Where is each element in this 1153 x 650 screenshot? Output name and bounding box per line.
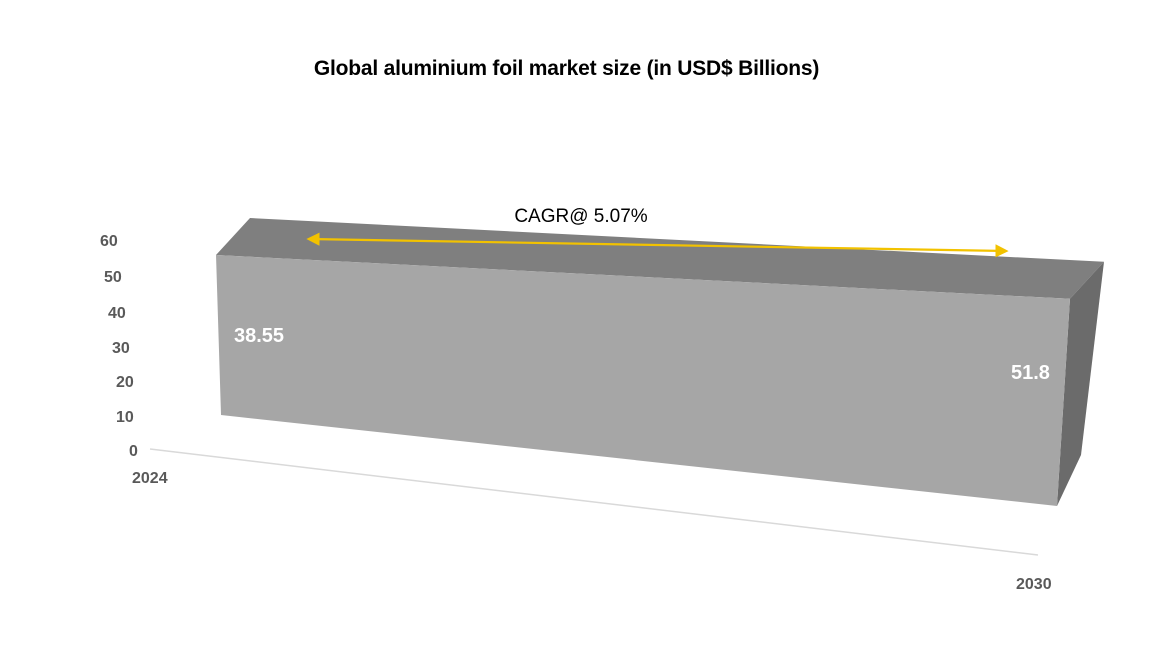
y-tick-label: 10 xyxy=(116,409,134,426)
x-axis-line xyxy=(149,448,1039,556)
area-series xyxy=(216,255,1070,506)
y-tick-label: 40 xyxy=(108,305,126,322)
y-tick-label: 30 xyxy=(112,340,130,357)
data-label: 51.8 xyxy=(1011,362,1050,384)
x-tick-label: 2024 xyxy=(132,470,168,487)
cagr-annotation: CAGR@ 5.07% xyxy=(514,206,647,227)
x-tick-label: 2030 xyxy=(1016,576,1052,593)
y-tick-label: 20 xyxy=(116,374,134,391)
y-tick-label: 0 xyxy=(129,443,138,460)
y-tick-label: 50 xyxy=(104,269,122,286)
series-side-face xyxy=(1057,261,1104,506)
chart-title: Global aluminium foil market size (in US… xyxy=(313,57,820,80)
y-tick-label: 60 xyxy=(100,233,118,250)
data-label: 38.55 xyxy=(234,325,284,347)
cagr-arrow xyxy=(306,232,1009,258)
